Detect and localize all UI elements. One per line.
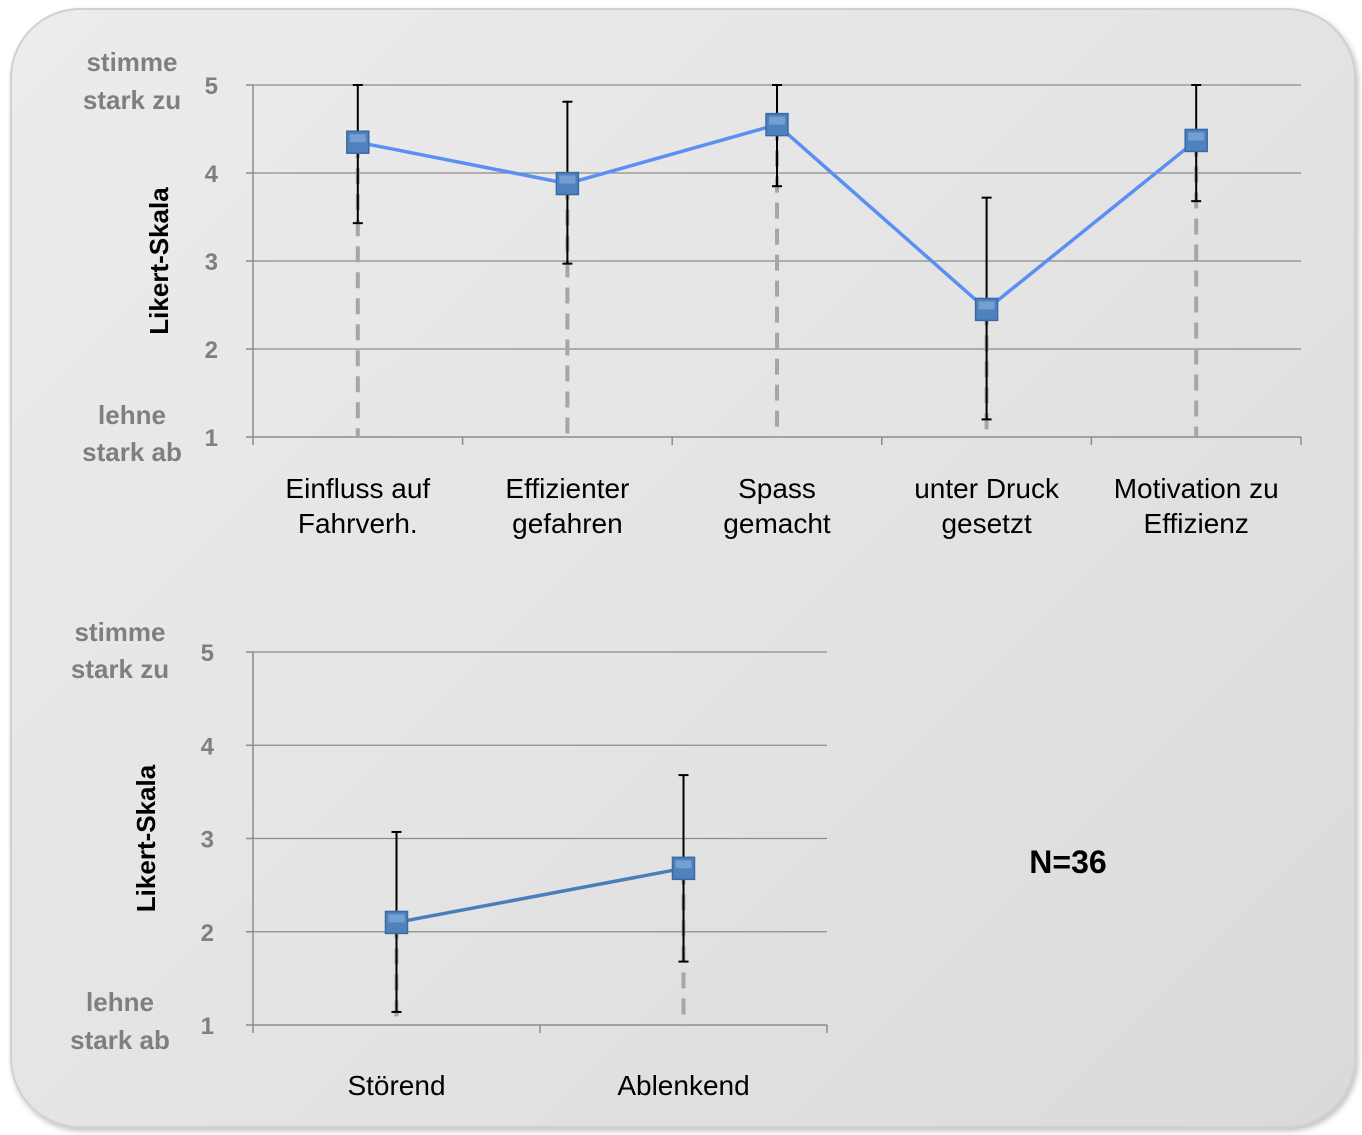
bottom-y-axis-title: Likert-Skala <box>131 764 161 912</box>
top-category-label: Spass <box>738 473 816 504</box>
bottom-y-tick-label: 1 <box>201 1013 214 1040</box>
top-y-bottom-anchor-label: stark ab <box>82 437 182 467</box>
bottom-y-tick-label: 2 <box>201 920 214 947</box>
bottom-y-tick-label: 4 <box>201 733 215 760</box>
top-category-label: gesetzt <box>941 508 1031 539</box>
top-y-tick-label: 4 <box>205 161 219 188</box>
top-y-tick-label: 1 <box>205 425 218 452</box>
top-category-label: Einfluss auf <box>285 473 430 504</box>
top-y-top-anchor-label: stimme <box>86 47 177 77</box>
bottom-y-bottom-anchor-label: lehne <box>86 987 154 1017</box>
top-y-tick-label: 3 <box>205 249 218 276</box>
bottom-y-top-anchor-label: stark zu <box>71 654 169 684</box>
top-y-top-anchor-label: stark zu <box>83 85 181 115</box>
top-category-label: unter Druck <box>914 473 1060 504</box>
top-category-label: Effizienz <box>1144 508 1249 539</box>
top-category-label: Motivation zu <box>1114 473 1279 504</box>
bottom-data-point-highlight <box>675 860 692 869</box>
top-y-tick-label: 2 <box>205 337 218 364</box>
top-category-label: Fahrverh. <box>298 508 418 539</box>
bottom-data-point-highlight <box>388 914 405 923</box>
top-category-label: Effizienter <box>505 473 629 504</box>
top-data-point-highlight <box>769 116 785 125</box>
bottom-series-line <box>396 866 684 925</box>
top-data-point-highlight <box>349 134 366 143</box>
sample-size-label: N=36 <box>1029 844 1106 880</box>
bottom-category-label: Ablenkend <box>617 1070 749 1101</box>
top-data-point-highlight <box>559 175 576 184</box>
bottom-y-top-anchor-label: stimme <box>74 617 165 647</box>
top-data-point-highlight <box>1188 132 1205 141</box>
top-category-label: gefahren <box>512 508 623 539</box>
top-y-tick-label: 5 <box>205 73 218 100</box>
top-data-point-highlight <box>978 301 995 310</box>
bottom-y-bottom-anchor-label: stark ab <box>70 1025 170 1055</box>
top-y-bottom-anchor-label: lehne <box>98 400 166 430</box>
bottom-y-tick-label: 3 <box>201 827 214 854</box>
bottom-y-tick-label: 5 <box>201 640 214 667</box>
top-y-axis-title: Likert-Skala <box>144 187 174 335</box>
top-category-label: gemacht <box>723 508 831 539</box>
bottom-category-label: Störend <box>347 1070 445 1101</box>
